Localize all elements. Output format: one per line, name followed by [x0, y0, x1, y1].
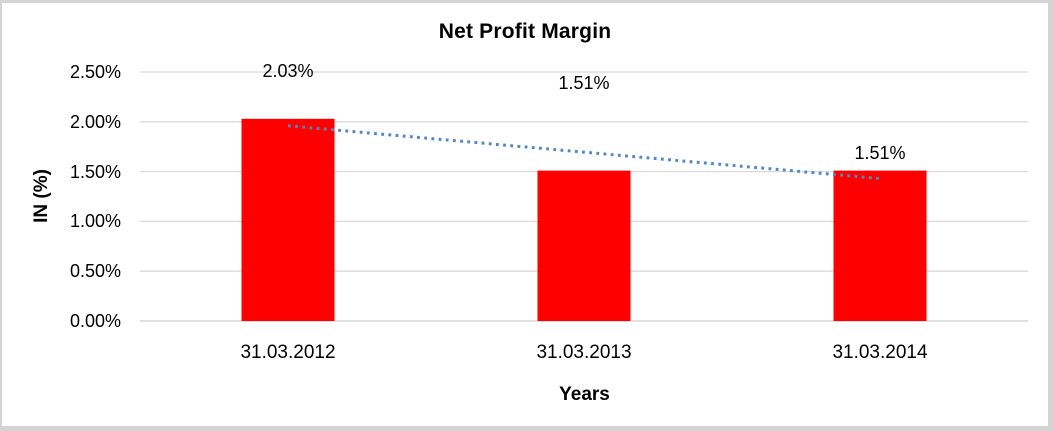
- data-label-31.03.2013: 1.51%: [558, 73, 610, 93]
- data-label-31.03.2014: 1.51%: [854, 143, 906, 163]
- x-tick-label-31.03.2013: 31.03.2013: [536, 342, 632, 363]
- bar-31.03.2013: [537, 170, 631, 321]
- y-tick-label-2.00%: 2.00%: [69, 111, 121, 132]
- bar-31.03.2014: [833, 170, 927, 321]
- trendline: [287, 124, 881, 181]
- y-tick-label-1.00%: 1.00%: [69, 211, 121, 232]
- y-tick-label-1.50%: 1.50%: [69, 161, 121, 182]
- data-label-31.03.2012: 2.03%: [262, 61, 314, 81]
- y-tick-label-0.00%: 0.00%: [69, 311, 121, 331]
- x-tick-label-31.03.2014: 31.03.2014: [832, 342, 928, 363]
- chart-title: Net Profit Margin: [438, 20, 612, 43]
- y-tick-label-2.50%: 2.50%: [69, 62, 121, 82]
- y-tick-label-0.50%: 0.50%: [69, 261, 121, 282]
- plot-area: [140, 71, 1028, 322]
- chart-canvas: Net Profit Margin IN (%) Years 0.00% 0.50…: [2, 3, 1048, 426]
- x-tick-label-31.03.2012: 31.03.2012: [240, 342, 336, 363]
- x-axis-title: Years: [559, 384, 610, 405]
- bar-31.03.2012: [241, 118, 335, 321]
